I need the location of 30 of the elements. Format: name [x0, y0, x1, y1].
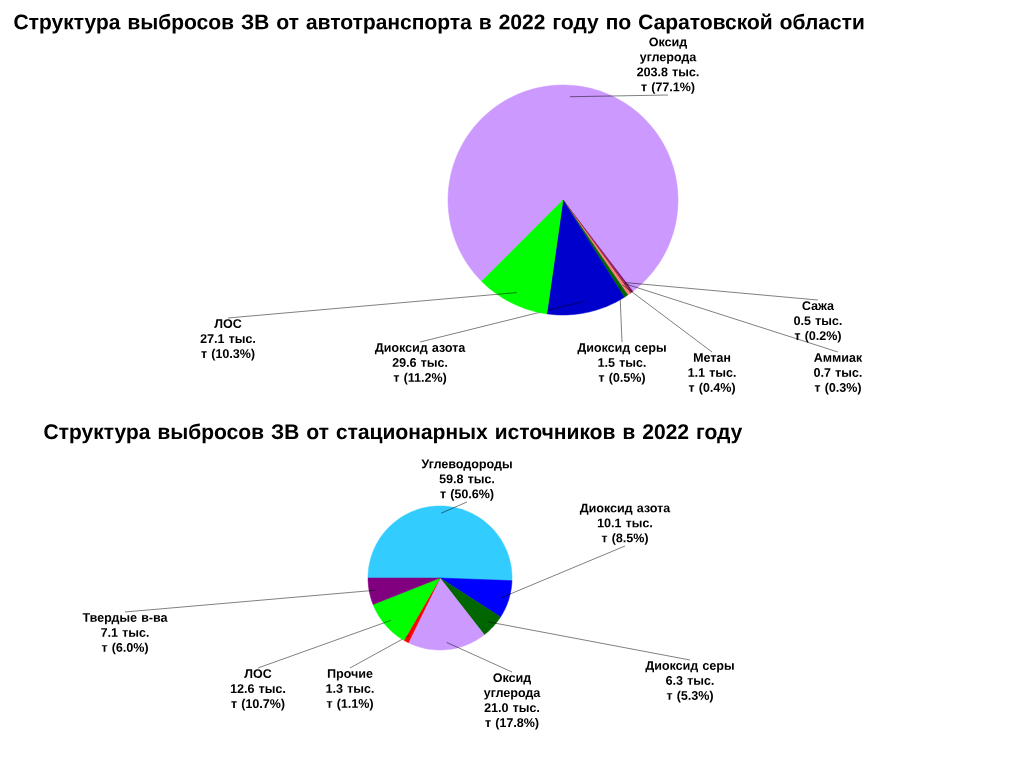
slice-label: Диоксид азота [374, 343, 466, 355]
data-label: 29.6 тыс. т (11.2%) [392, 358, 448, 385]
slice-label: Сажа [802, 301, 835, 311]
data-label: 21.0 тыс. т (17.8%) [484, 703, 539, 730]
data-label: 1.1 тыс. т (0.4%) [688, 368, 736, 395]
slice-label: ЛОС [244, 669, 272, 679]
slice-label: Аммиак [814, 353, 863, 362]
data-label: 203.8 тыс. т (77.1%) [637, 67, 699, 94]
slice-label: Диоксид серы [645, 661, 734, 673]
slice-label: ЛОС [214, 319, 242, 329]
data-label: 7.1 тыс. т (6.0%) [101, 628, 149, 655]
slice-label: Углеводороды [421, 459, 512, 471]
slice-label: Оксид углерода [639, 37, 697, 64]
slice-label: Твердые в-ва [82, 613, 168, 625]
data-label: 10.1 тыс. т (8.5%) [597, 518, 652, 545]
slice-label: Оксид углерода [483, 673, 541, 700]
chart-title: Структура выбросов ЗВ от автотранспорта в 2022 году по Саратовской области [14, 13, 864, 34]
chart-title: Структура выбросов ЗВ от стационарных источников в 2022 году [44, 423, 743, 444]
data-label: 59.8 тыс. т (50.6%) [439, 474, 494, 501]
data-label: 27.1 тыс. т (10.3%) [200, 334, 256, 361]
slice-label: Прочие [327, 669, 373, 681]
data-label: 1.3 тыс. т (1.1%) [326, 684, 374, 711]
slice-label: Метан [693, 353, 731, 362]
data-label: 12.6 тыс. т (10.7%) [230, 684, 285, 711]
data-label: 1.5 тыс. т (0.5%) [598, 358, 646, 385]
slice-label: Диоксид азота [579, 503, 671, 515]
data-label: 6.3 тыс. т (5.3%) [666, 676, 714, 703]
slice-label: Диоксид серы [577, 343, 666, 355]
data-label: 0.7 тыс. т (0.3%) [814, 368, 862, 395]
data-label: 0.5 тыс. т (0.2%) [794, 316, 842, 343]
